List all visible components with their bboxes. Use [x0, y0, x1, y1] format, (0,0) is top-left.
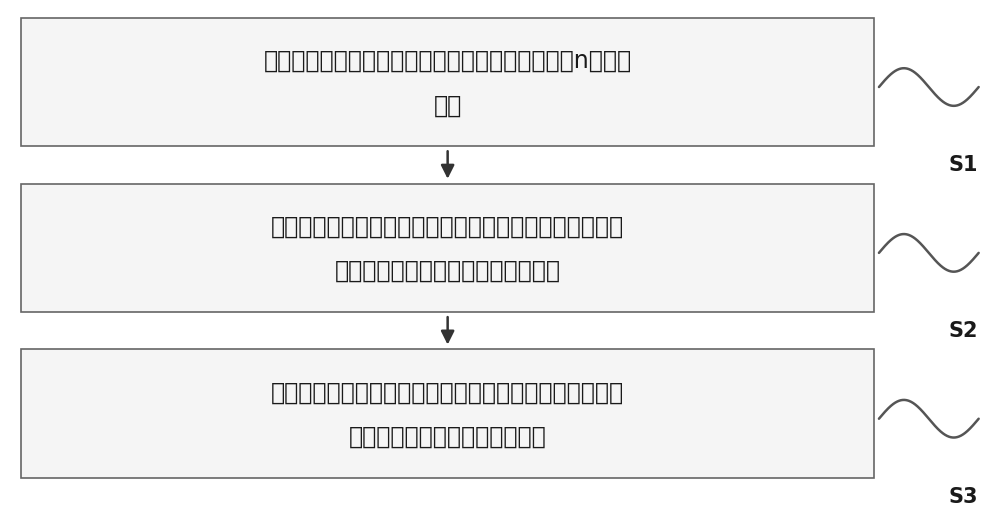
FancyBboxPatch shape: [21, 19, 874, 147]
Text: 根据被测线缆的实际总长度将所述被测线缆划分为n个待测: 根据被测线缆的实际总长度将所述被测线缆划分为n个待测: [264, 49, 632, 73]
FancyBboxPatch shape: [21, 350, 874, 478]
Text: 定线缆中的故障位置和故障类型: 定线缆中的故障位置和故障类型: [349, 424, 547, 448]
Text: 向各待测区段内发送宽度递增的脉冲信号并采集各待测区: 向各待测区段内发送宽度递增的脉冲信号并采集各待测区: [271, 214, 624, 238]
Text: 段内阻抗变化位置处的反射脉冲信号: 段内阻抗变化位置处的反射脉冲信号: [335, 259, 561, 282]
Text: S2: S2: [949, 320, 978, 340]
FancyBboxPatch shape: [21, 184, 874, 313]
Text: 区段: 区段: [434, 93, 462, 117]
Text: S1: S1: [949, 155, 978, 175]
Text: S3: S3: [949, 486, 978, 505]
Text: 根据所述各待测区段内阻抗变化位置处的反射脉冲信号确: 根据所述各待测区段内阻抗变化位置处的反射脉冲信号确: [271, 380, 624, 404]
